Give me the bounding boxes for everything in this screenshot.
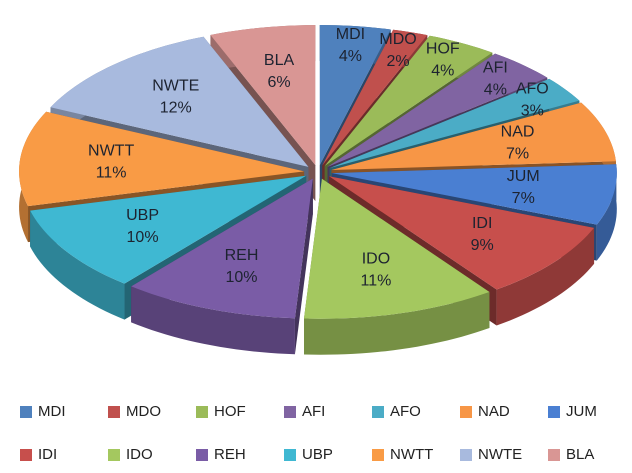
legend-swatch [460, 406, 472, 418]
slice-category-label: HOF [426, 41, 460, 58]
slice-side [304, 291, 490, 355]
slice-value-label: 7% [512, 190, 535, 207]
slice-top [319, 25, 391, 166]
legend-label: NAD [478, 403, 510, 420]
legend-label: NWTE [478, 446, 522, 463]
slice-value-label: 10% [225, 269, 257, 286]
slice-side [596, 164, 617, 261]
legend-swatch [372, 449, 384, 461]
legend-swatch [108, 449, 120, 461]
slice-category-label: NWTT [88, 143, 134, 160]
legend-label: AFO [390, 403, 421, 420]
slice-category-label: BLA [264, 52, 295, 69]
legend-swatch [196, 406, 208, 418]
slice-top [331, 102, 616, 171]
slice-top [324, 35, 493, 166]
slice-top [329, 78, 580, 169]
slice-value-label: 11% [361, 272, 392, 289]
legend-swatch [20, 449, 32, 461]
slice-category-label: UBP [126, 207, 159, 224]
slice-wall [294, 178, 313, 355]
legend-swatch [460, 449, 472, 461]
slice [131, 178, 313, 355]
slice-top [331, 164, 617, 225]
slice-value-label: 3% [521, 103, 544, 120]
slice-category-label: MDI [336, 26, 365, 43]
slice-value-label: 10% [127, 229, 159, 246]
slice-top [50, 36, 309, 167]
slice-value-label: 11% [96, 165, 127, 182]
legend-label: MDO [126, 403, 161, 420]
legend-label: AFI [302, 403, 325, 420]
slice-side [496, 227, 595, 326]
legend-label: UBP [302, 446, 333, 463]
slice-top [19, 111, 305, 207]
slice-category-label: AFO [516, 81, 549, 98]
slice-value-label: 6% [267, 74, 290, 91]
slice-value-label: 9% [471, 237, 494, 254]
legend-label: BLA [566, 446, 594, 463]
slice-top [322, 29, 428, 166]
legend-label: IDO [126, 446, 153, 463]
legend-label: REH [214, 446, 246, 463]
slice-top [329, 176, 595, 290]
slice-category-label: JUM [507, 168, 540, 185]
slice-top [210, 25, 316, 166]
slice-top [30, 175, 307, 284]
legend-label: MDI [38, 403, 66, 420]
slice [304, 178, 490, 355]
legend-swatch [372, 406, 384, 418]
slice-category-label: NAD [501, 124, 535, 141]
slice-category-label: MDO [379, 31, 416, 48]
legend-swatch [196, 449, 208, 461]
legend-label: JUM [566, 403, 597, 420]
legend-label: HOF [214, 403, 246, 420]
legend-swatch [108, 406, 120, 418]
legend-swatch [548, 406, 560, 418]
slice-value-label: 4% [339, 48, 362, 65]
slice-top [131, 178, 313, 319]
slice-side [131, 286, 295, 355]
slice-value-label: 7% [506, 146, 529, 163]
legend-swatch [20, 406, 32, 418]
slice-value-label: 2% [387, 53, 410, 70]
slice-category-label: AFI [483, 59, 508, 76]
slice-side [30, 210, 125, 320]
legend-label: NWTT [390, 446, 433, 463]
slice-value-label: 4% [431, 63, 454, 80]
slice-category-label: IDO [362, 250, 390, 267]
slice-value-label: 12% [160, 100, 192, 117]
legend-label: IDI [38, 446, 57, 463]
legend-swatch [284, 449, 296, 461]
slice-top [304, 178, 490, 319]
slice-value-label: 4% [484, 81, 507, 98]
legend-swatch [284, 406, 296, 418]
slice-top [327, 53, 548, 167]
slice-category-label: NWTE [152, 78, 199, 95]
slice-category-label: IDI [472, 215, 492, 232]
slice-category-label: REH [225, 247, 259, 264]
legend-swatch [548, 449, 560, 461]
